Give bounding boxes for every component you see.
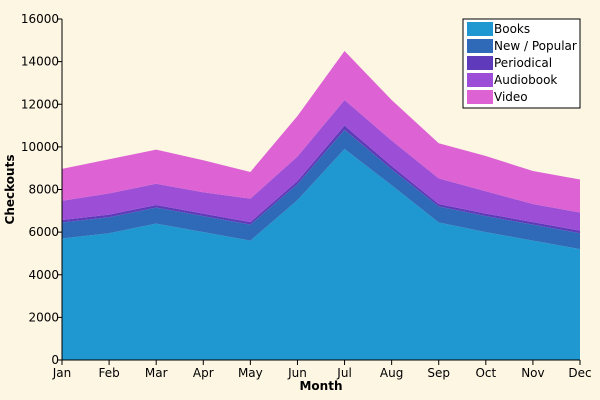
- legend-swatch-audiobook: [467, 73, 493, 87]
- x-tick-label: Aug: [380, 366, 403, 380]
- y-tick-label: 14000: [21, 55, 59, 69]
- area-new-popular: [62, 129, 580, 250]
- x-tick-label: Jul: [336, 366, 351, 380]
- legend-swatch-books: [467, 22, 493, 36]
- y-tick-label: 10000: [21, 140, 59, 154]
- legend-label-new-popular: New / Popular: [494, 39, 577, 53]
- x-tick-label: Apr: [193, 366, 214, 380]
- y-axis: 0 2000 4000 6000 8000 10000 12000 14000 16000: [21, 12, 63, 367]
- legend-label-video: Video: [494, 90, 528, 104]
- x-tick-label: Dec: [568, 366, 591, 380]
- legend-label-books: Books: [494, 22, 530, 36]
- y-tick-label: 6000: [28, 225, 59, 239]
- y-tick-label: 16000: [21, 12, 59, 26]
- legend-label-periodical: Periodical: [494, 56, 552, 70]
- x-tick-label: Feb: [98, 366, 119, 380]
- area-layers: [62, 50, 580, 360]
- y-tick-label: 4000: [28, 268, 59, 282]
- area-books: [62, 149, 580, 360]
- x-tick-label: Jun: [287, 366, 307, 380]
- x-tick-label: Nov: [521, 366, 544, 380]
- y-tick-label: 2000: [28, 310, 59, 324]
- legend-swatch-video: [467, 90, 493, 104]
- legend-swatch-periodical: [467, 56, 493, 70]
- area-video: [62, 50, 580, 213]
- legend-swatch-new-popular: [467, 39, 493, 53]
- x-tick-label: Jan: [52, 366, 72, 380]
- x-tick-label: Sep: [427, 366, 450, 380]
- area-audiobook: [62, 99, 580, 231]
- y-tick-label: 8000: [28, 183, 59, 197]
- x-tick-label: Mar: [145, 366, 168, 380]
- y-tick-label: 0: [51, 353, 59, 367]
- x-axis-title: Month: [299, 379, 342, 393]
- x-axis: Jan Feb Mar Apr May Jun Jul Aug Sep Oct Nov Dec: [52, 359, 592, 380]
- x-tick-label: Oct: [475, 366, 496, 380]
- legend: Books New / Popular Periodical Audiobook Vid…: [462, 18, 581, 109]
- x-tick-label: May: [238, 366, 263, 380]
- area-periodical: [62, 125, 580, 234]
- legend-label-audiobook: Audiobook: [494, 73, 557, 87]
- y-axis-title: Checkouts: [3, 155, 17, 225]
- y-tick-label: 12000: [21, 97, 59, 111]
